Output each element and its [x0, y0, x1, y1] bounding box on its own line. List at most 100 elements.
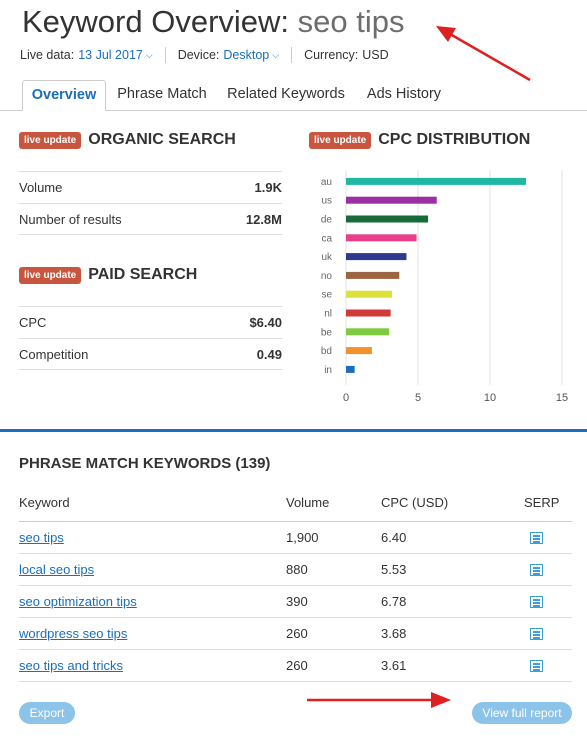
live-data-label: Live data:	[20, 48, 75, 62]
column-header-cpc: CPC (USD)	[381, 495, 449, 510]
page-title: Keyword Overview: seo tips	[22, 4, 405, 40]
table-row: local seo tips 880 5.53	[19, 554, 572, 586]
cpc-cell: 3.68	[381, 626, 407, 641]
category-label: be	[321, 327, 333, 338]
annotation-arrow-icon	[307, 692, 451, 708]
column-header-keyword: Keyword	[19, 495, 70, 510]
bar-nl	[346, 309, 391, 317]
bar-au	[346, 177, 526, 185]
volume-cell: 390	[286, 594, 308, 609]
keyword-link[interactable]: seo optimization tips	[19, 594, 137, 609]
table-row: wordpress seo tips 260 3.68	[19, 618, 572, 650]
bar-in	[346, 365, 355, 373]
tab-phrase-match[interactable]: Phrase Match	[117, 86, 207, 102]
category-label: bd	[321, 346, 332, 357]
tab-overview[interactable]: Overview	[22, 80, 106, 111]
x-tick-label: 5	[415, 392, 421, 404]
tab-ads-history[interactable]: Ads History	[366, 86, 442, 102]
bar-uk	[346, 253, 407, 261]
cpc-cell: 6.78	[381, 594, 407, 609]
serp-icon[interactable]	[530, 532, 543, 544]
serp-icon[interactable]	[530, 596, 543, 608]
bar-no	[346, 271, 400, 279]
category-label: de	[321, 215, 333, 226]
title-keyword: seo tips	[297, 4, 405, 39]
live-update-badge: live update	[19, 266, 82, 284]
cpc-cell: 5.53	[381, 562, 407, 577]
cpc-distribution-chart: 0 5 10 15 au us de ca uk no se nl be bd in	[321, 170, 568, 404]
table-row: seo optimization tips 390 6.78	[19, 586, 572, 618]
bar-bd	[346, 347, 372, 355]
cpc-distribution-header: live update CPC DISTRIBUTION	[309, 131, 530, 149]
cpc-distribution-title: CPC DISTRIBUTION	[378, 131, 531, 148]
phrase-match-title: PHRASE MATCH KEYWORDS (139)	[19, 455, 271, 472]
divider	[291, 47, 293, 63]
chevron-down-icon[interactable]: ⌵	[145, 49, 153, 60]
cpc-cell: 3.61	[381, 658, 407, 673]
cpc-cell: 6.40	[381, 530, 407, 545]
column-header-serp: SERP	[524, 495, 560, 510]
tab-related-keywords[interactable]: Related Keywords	[227, 86, 345, 102]
export-button[interactable]: Export	[19, 702, 75, 724]
keyword-link[interactable]: seo tips and tricks	[19, 658, 124, 673]
table-row: seo tips 1,900 6.40	[19, 522, 572, 554]
paid-search-header: live update PAID SEARCH	[19, 266, 197, 284]
meta-bar: Live data: 13 Jul 2017 ⌵ Device: Desktop…	[20, 47, 389, 63]
stat-label: Volume	[19, 180, 63, 195]
volume-cell: 260	[286, 658, 308, 673]
stat-label: Number of results	[19, 211, 122, 227]
stat-row-competition: Competition 0.49	[19, 338, 282, 370]
keyword-link[interactable]: seo tips	[19, 530, 64, 545]
keyword-link[interactable]: wordpress seo tips	[19, 626, 128, 641]
category-label: uk	[321, 252, 333, 263]
divider	[164, 47, 166, 63]
keyword-link[interactable]: local seo tips	[19, 562, 95, 577]
table-header: Keyword Volume CPC (USD) SERP	[19, 495, 572, 522]
device-select[interactable]: Desktop	[223, 48, 270, 62]
stat-row-results: Number of results 12.8M	[19, 203, 282, 235]
bar-us	[346, 196, 437, 204]
view-full-report-button[interactable]: View full report	[472, 702, 572, 724]
x-tick-label: 10	[484, 392, 496, 404]
serp-icon[interactable]	[530, 628, 543, 640]
organic-search-title: ORGANIC SEARCH	[88, 131, 236, 148]
live-update-badge: live update	[19, 131, 82, 149]
volume-cell: 1,900	[286, 530, 319, 545]
category-label: ca	[321, 233, 332, 244]
stat-value: $6.40	[249, 315, 282, 330]
serp-icon[interactable]	[530, 660, 543, 672]
table-row: seo tips and tricks 260 3.61	[19, 650, 572, 682]
tab-bar: Overview Phrase Match Related Keywords A…	[0, 80, 587, 111]
stat-row-volume: Volume 1.9K	[19, 171, 282, 203]
paid-search-title: PAID SEARCH	[88, 266, 198, 283]
stat-value: 0.49	[256, 346, 282, 362]
x-tick-label: 0	[343, 392, 349, 404]
chevron-down-icon[interactable]: ⌵	[272, 49, 280, 60]
category-label: au	[321, 177, 332, 188]
category-label: nl	[324, 309, 332, 320]
category-label: se	[321, 290, 332, 301]
live-data-date-select[interactable]: 13 Jul 2017	[78, 48, 143, 62]
currency-value: USD	[362, 48, 389, 62]
bar-se	[346, 290, 393, 298]
x-tick-label: 15	[556, 392, 568, 404]
bar-be	[346, 328, 390, 336]
volume-cell: 880	[286, 562, 308, 577]
serp-icon[interactable]	[530, 564, 543, 576]
column-header-volume: Volume	[286, 495, 330, 510]
organic-search-header: live update ORGANIC SEARCH	[19, 131, 236, 149]
stat-label: CPC	[19, 315, 47, 330]
device-label: Device:	[177, 48, 220, 62]
currency-label: Currency:	[304, 48, 359, 62]
category-label: in	[324, 365, 332, 376]
stat-value: 12.8M	[245, 211, 282, 227]
volume-cell: 260	[286, 626, 308, 641]
category-label: us	[321, 196, 332, 207]
annotation-arrow-icon	[436, 26, 531, 82]
stat-value: 1.9K	[254, 180, 282, 195]
stat-label: Competition	[19, 346, 89, 362]
category-label: no	[321, 271, 333, 282]
bar-de	[346, 215, 429, 223]
live-update-badge: live update	[309, 131, 372, 149]
section-divider	[0, 429, 587, 432]
